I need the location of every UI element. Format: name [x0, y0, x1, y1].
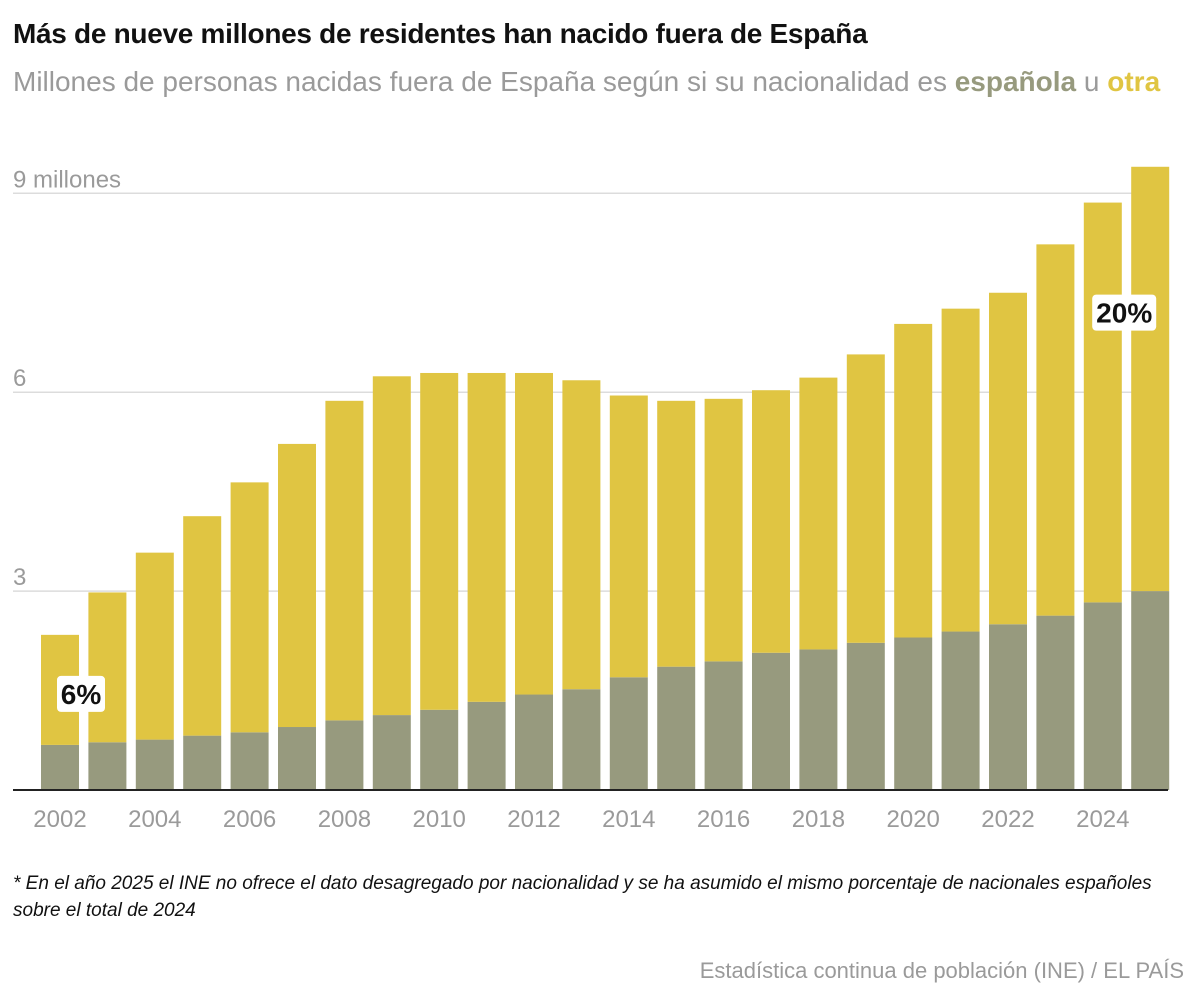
bar-otra: [989, 292, 1027, 625]
bar-espanola: [372, 715, 411, 790]
bar-otra: [230, 482, 269, 733]
x-tick-label: 2008: [318, 806, 371, 833]
bar-espanola: [467, 701, 506, 790]
chart-subtitle: Millones de personas nacidas fuera de Es…: [13, 60, 1183, 104]
bar-otra: [420, 372, 459, 710]
x-tick-label: 2020: [887, 806, 940, 833]
subtitle-otra: otra: [1107, 66, 1161, 97]
bar-otra: [88, 592, 127, 743]
annotation-label: 6%: [61, 679, 102, 710]
bar-otra: [325, 400, 364, 721]
x-tick-label: 2010: [413, 806, 466, 833]
bar-otra: [515, 372, 553, 695]
y-tick-label: 9 millones: [13, 166, 121, 193]
bar-espanola: [420, 709, 459, 790]
x-tick-label: 2002: [33, 806, 86, 833]
annotation-badge: [57, 675, 105, 712]
bar-espanola: [894, 637, 933, 790]
bar-otra: [467, 372, 506, 702]
bar-otra: [1036, 244, 1075, 616]
subtitle-prefix: Millones de personas nacidas fuera de Es…: [13, 66, 955, 97]
bar-espanola: [752, 652, 790, 790]
x-tick-label: 2024: [1076, 806, 1129, 833]
footnote: * En el año 2025 el INE no ofrece el dat…: [13, 873, 1152, 921]
bar-espanola: [562, 689, 601, 790]
bar-espanola: [799, 649, 838, 790]
x-tick-label: 2016: [697, 806, 750, 833]
bar-espanola: [135, 739, 174, 790]
x-tick-label: 2014: [602, 806, 655, 833]
x-tick-label: 2022: [981, 806, 1034, 833]
x-tick-label: 2006: [223, 806, 276, 833]
bar-espanola: [846, 642, 885, 790]
bar-espanola: [183, 735, 222, 790]
source-credit: Estadística continua de población (INE) …: [699, 958, 1184, 983]
bar-espanola: [609, 677, 648, 790]
bar-otra: [799, 377, 838, 650]
bar-otra: [135, 552, 174, 740]
bar-otra: [562, 380, 601, 690]
bar-espanola: [941, 631, 980, 790]
subtitle-espanola: española: [954, 66, 1077, 97]
bar-otra: [752, 390, 790, 653]
y-tick-label: 3: [13, 564, 26, 591]
x-tick-label: 2012: [507, 806, 560, 833]
y-tick-label: 6: [13, 365, 26, 392]
bar-espanola: [88, 742, 127, 790]
bar-otra: [1083, 202, 1122, 603]
bar-otra: [372, 376, 411, 716]
bar-otra: [183, 516, 222, 736]
annotation-badge: [1092, 294, 1157, 331]
annotation-label: 20%: [1096, 298, 1152, 329]
bar-espanola: [704, 661, 743, 790]
x-tick-label: 2004: [128, 806, 181, 833]
bar-otra: [941, 308, 980, 632]
bar-otra: [609, 395, 648, 678]
bar-espanola: [325, 720, 364, 790]
bar-espanola: [1131, 591, 1170, 790]
bar-otra: [1131, 166, 1170, 592]
bar-otra: [846, 354, 885, 643]
bar-espanola: [1036, 615, 1075, 790]
bar-espanola: [278, 727, 316, 790]
bar-espanola: [230, 732, 269, 790]
bar-espanola: [41, 744, 79, 790]
x-tick-label: 2018: [792, 806, 845, 833]
subtitle-middle: u: [1076, 66, 1108, 97]
bar-otra: [278, 443, 316, 728]
bar-espanola: [657, 666, 696, 790]
bar-espanola: [989, 624, 1027, 790]
bar-espanola: [515, 694, 553, 790]
stacked-bar-chart: 3 6 9 millones 2002 2004 2006 2008 2010 2012 2014…: [13, 166, 1170, 833]
bar-espanola: [1083, 602, 1122, 790]
bar-otra: [894, 323, 933, 638]
chart-title: Más de nueve millones de residentes han …: [13, 18, 868, 49]
bar-otra: [704, 398, 743, 662]
bar-otra: [657, 400, 696, 667]
